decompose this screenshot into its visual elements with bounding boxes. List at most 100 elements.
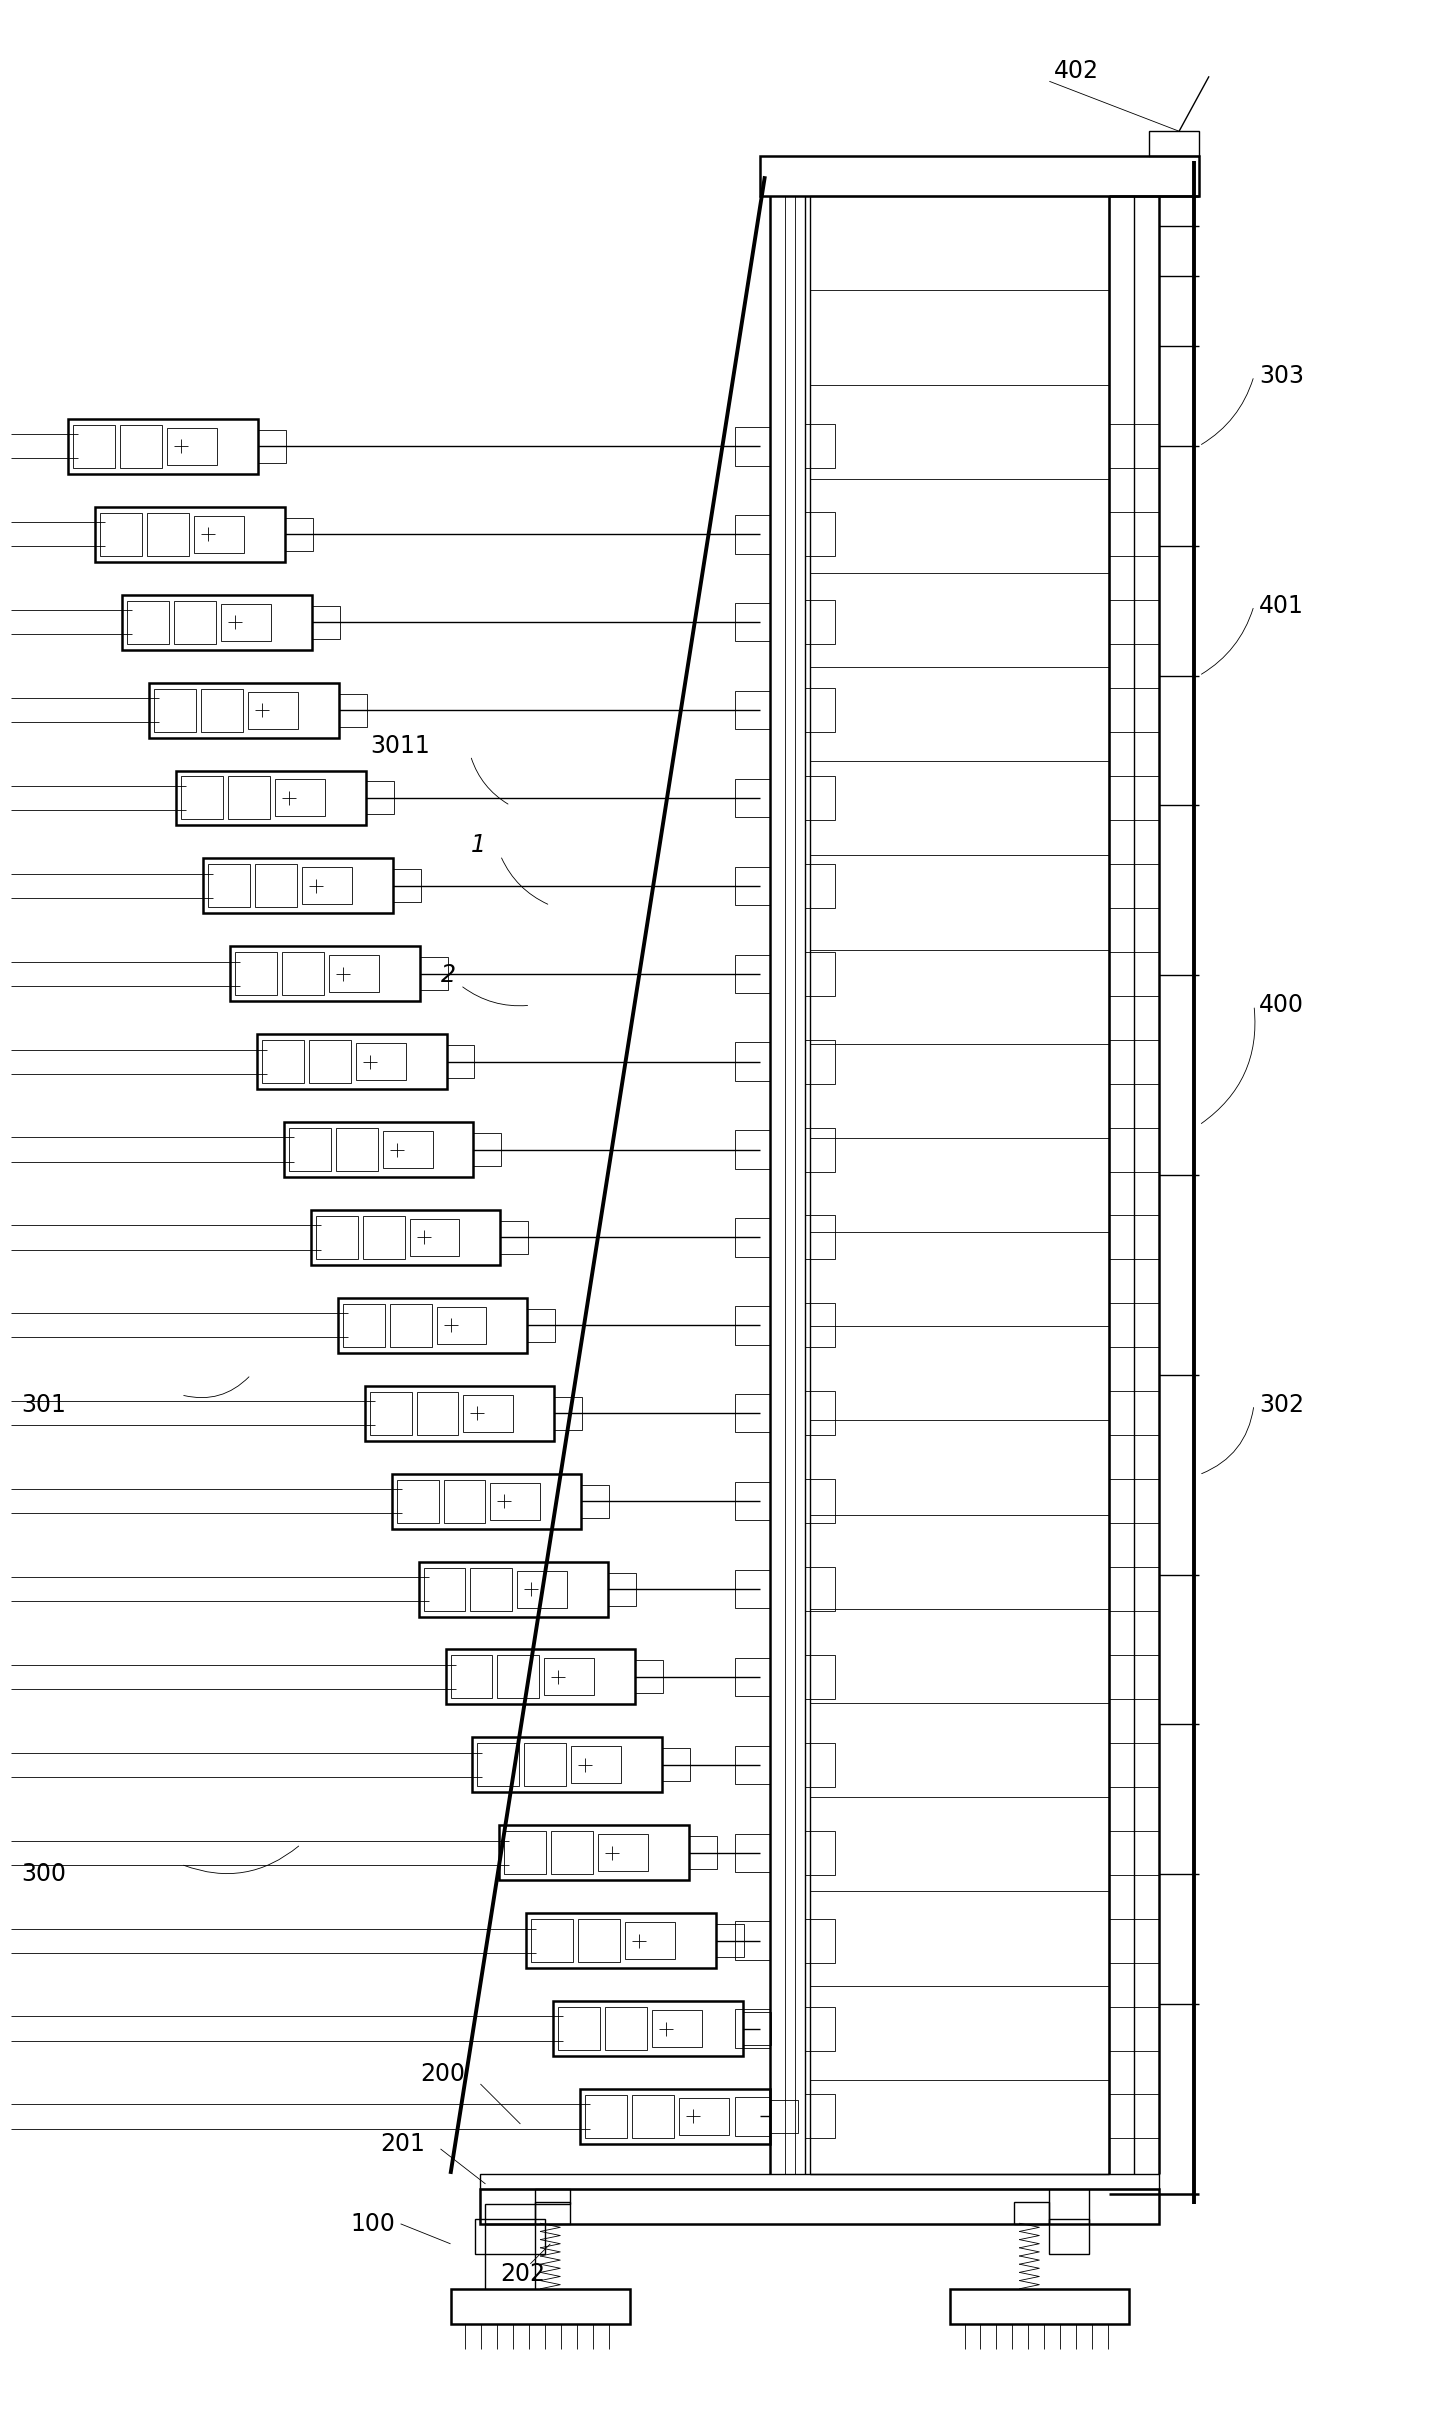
Bar <box>230 946 419 1002</box>
Bar <box>804 601 834 645</box>
Bar <box>736 1746 770 1785</box>
Bar <box>804 1831 834 1875</box>
Bar <box>1109 1392 1159 1436</box>
Bar <box>501 1222 528 1254</box>
Bar <box>554 1397 582 1431</box>
Bar <box>1109 863 1159 907</box>
Bar <box>182 776 223 820</box>
Bar <box>736 2098 770 2136</box>
Bar <box>571 1746 621 1782</box>
Bar <box>736 1921 770 1959</box>
Text: 200: 200 <box>421 2061 465 2086</box>
Bar <box>155 689 196 732</box>
Bar <box>716 1923 744 1957</box>
Bar <box>283 1123 474 1176</box>
Bar <box>1109 689 1159 732</box>
Bar <box>285 519 313 550</box>
Bar <box>578 1918 620 1962</box>
Bar <box>69 420 258 473</box>
Bar <box>736 427 770 466</box>
Bar <box>73 424 114 468</box>
Bar <box>1109 951 1159 997</box>
Bar <box>122 594 312 650</box>
Bar <box>804 776 834 820</box>
Bar <box>690 1836 717 1870</box>
Bar <box>424 1567 465 1610</box>
Bar <box>736 1833 770 1872</box>
Bar <box>625 1923 675 1959</box>
Text: 201: 201 <box>381 2132 425 2156</box>
Bar <box>248 691 298 727</box>
Bar <box>736 1659 770 1695</box>
Bar <box>736 604 770 640</box>
Text: 1: 1 <box>471 834 485 858</box>
Bar <box>1149 131 1199 155</box>
Bar <box>471 1567 512 1610</box>
Bar <box>120 424 162 468</box>
Bar <box>663 1748 690 1782</box>
Bar <box>485 2204 535 2224</box>
Bar <box>446 1045 475 1079</box>
Bar <box>544 1659 594 1695</box>
Bar <box>1109 1128 1159 1171</box>
Bar <box>518 1571 567 1608</box>
Bar <box>1109 1654 1159 1700</box>
Bar <box>464 1394 514 1431</box>
Bar <box>235 953 276 994</box>
Bar <box>419 958 448 989</box>
Bar <box>338 1297 528 1353</box>
Bar <box>653 2010 703 2047</box>
Bar <box>635 1661 663 1693</box>
Bar <box>258 429 286 463</box>
Text: 202: 202 <box>501 2263 545 2287</box>
Bar <box>736 778 770 817</box>
Bar <box>475 2219 545 2253</box>
Bar <box>419 1562 608 1617</box>
Text: 401: 401 <box>1259 594 1304 618</box>
Bar <box>1109 1918 1159 1962</box>
Bar <box>804 2095 834 2139</box>
Bar <box>804 424 834 468</box>
Bar <box>316 1215 358 1259</box>
Bar <box>329 955 379 992</box>
Bar <box>804 863 834 907</box>
Bar <box>1109 1040 1159 1084</box>
Bar <box>810 196 1109 2173</box>
Bar <box>147 512 189 555</box>
Bar <box>195 517 243 553</box>
Bar <box>481 2190 1159 2224</box>
Bar <box>736 514 770 553</box>
Bar <box>262 1040 303 1084</box>
Bar <box>309 1040 351 1084</box>
Bar <box>1109 1479 1159 1523</box>
Bar <box>481 2173 1159 2190</box>
Bar <box>220 604 270 640</box>
Bar <box>680 2098 728 2134</box>
Bar <box>804 1479 834 1523</box>
Bar <box>228 776 270 820</box>
Bar <box>311 1210 501 1266</box>
Bar <box>760 155 1199 196</box>
Bar <box>736 1482 770 1520</box>
Text: 300: 300 <box>21 1862 66 1887</box>
Bar <box>289 1128 331 1171</box>
Bar <box>356 1043 405 1079</box>
Bar <box>535 2190 571 2204</box>
Bar <box>524 1744 567 1787</box>
Bar <box>445 1649 635 1705</box>
Bar <box>736 1307 770 1343</box>
Bar <box>416 1392 458 1436</box>
Bar <box>736 1569 770 1608</box>
Bar <box>474 1132 501 1166</box>
Bar <box>804 1918 834 1962</box>
Bar <box>336 1128 378 1171</box>
Bar <box>200 689 243 732</box>
Bar <box>389 1305 432 1346</box>
Bar <box>451 1656 492 1697</box>
Bar <box>608 1571 637 1605</box>
Bar <box>167 427 218 466</box>
Bar <box>498 1656 539 1697</box>
Bar <box>1109 1831 1159 1875</box>
Bar <box>382 1130 432 1169</box>
Bar <box>531 1918 574 1962</box>
